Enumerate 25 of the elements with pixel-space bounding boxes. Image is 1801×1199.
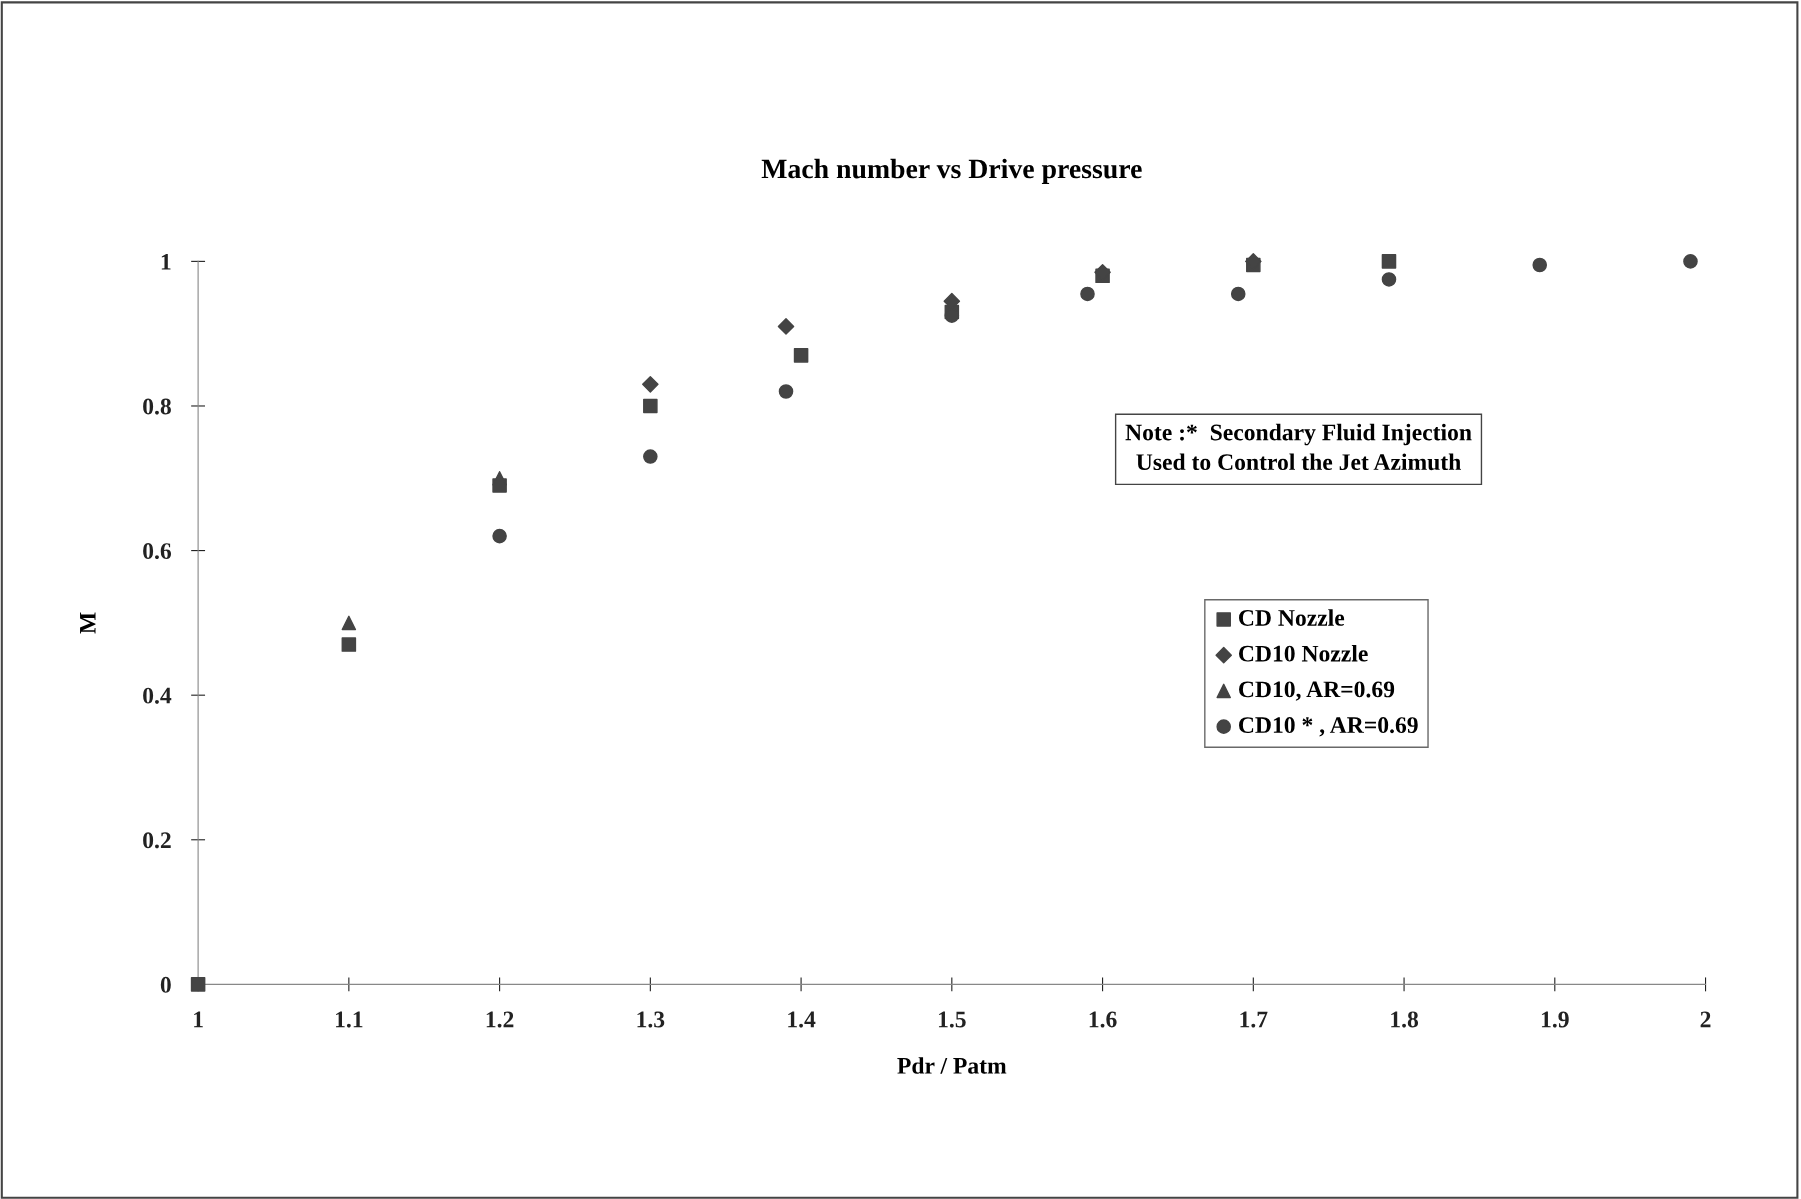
y-axis-title: M [80,612,96,634]
y-tick-label: 0.2 [143,832,171,849]
x-tick-label: 1.1 [335,1011,363,1028]
x-tick-label: 1.8 [1391,1011,1419,1028]
x-tick-label: 2 [1700,1011,1711,1028]
legend-label: CD10 * , AR=0.69 [1239,717,1418,737]
chart-title: Mach number vs Drive pressure [761,158,1142,184]
legend-label: CD Nozzle [1239,609,1345,626]
x-tick-label: 1.6 [1089,1011,1117,1028]
x-tick-label: 1.3 [637,1011,665,1028]
legend-label: CD10, AR=0.69 [1239,681,1395,701]
x-tick-label: 1.4 [788,1011,816,1028]
y-tick-label: 0.4 [143,687,172,704]
x-tick-label: 1 [194,1011,203,1028]
x-tick-label: 1.5 [938,1011,966,1028]
x-tick-label: 1.7 [1240,1011,1268,1028]
y-tick-label: 0.8 [143,398,171,415]
x-axis-title: Pdr / Patm [897,1057,1007,1074]
x-tick-label: 1.2 [486,1011,514,1028]
y-tick-label: 0.6 [143,543,172,560]
annotation: Note :* Secondary Fluid Injection Used to Control the Jet Azimuth [1125,423,1472,471]
y-tick-label: 1 [161,253,171,270]
x-tick-label: 1.9 [1541,1011,1569,1028]
legend-label: CD10 Nozzle [1239,644,1368,662]
y-tick-label: 0 [160,976,171,993]
